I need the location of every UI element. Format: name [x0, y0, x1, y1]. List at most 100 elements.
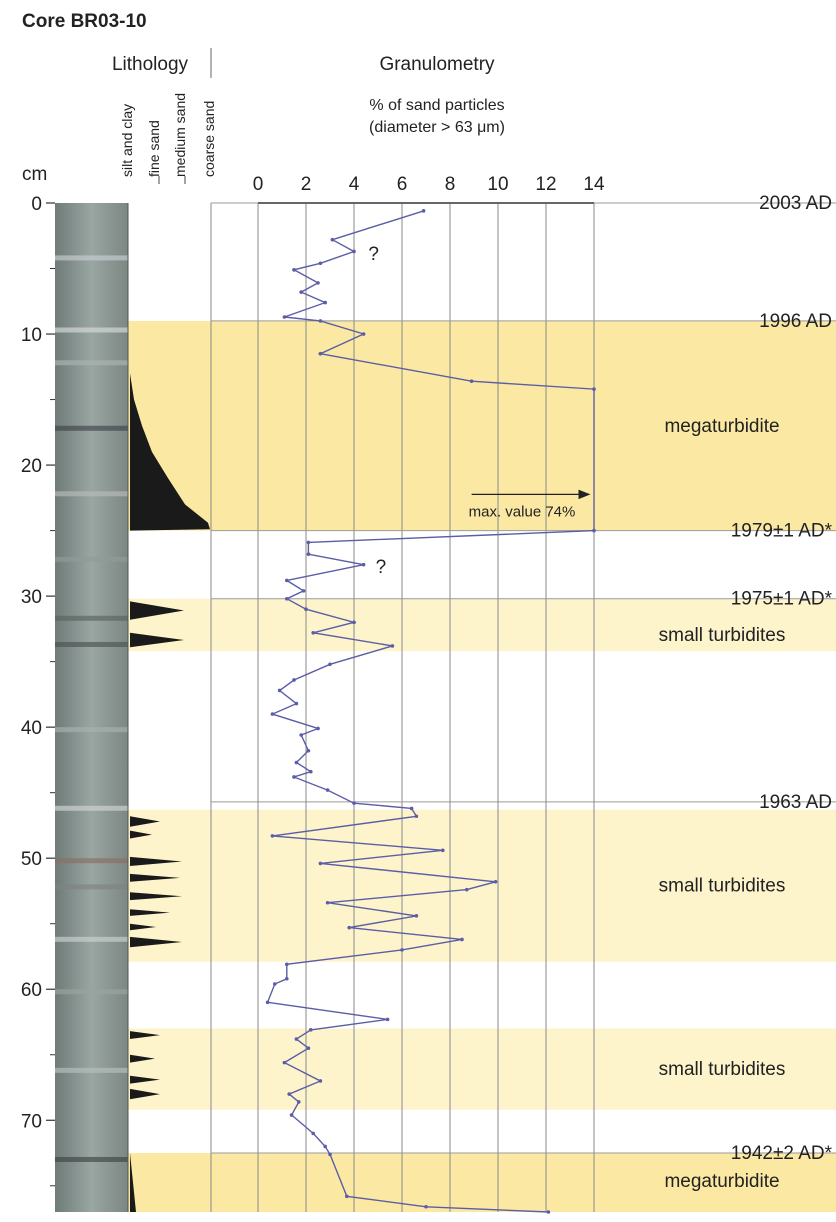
event-layers: megaturbidite small turbidites small turbi…: [128, 320, 836, 1212]
y-tick-label: 10: [21, 325, 42, 346]
data-point: [287, 1092, 292, 1096]
date-label: 1975±1 AD*: [731, 589, 833, 610]
lithology-sand-layer: [130, 909, 170, 916]
y-tick-label: 60: [21, 980, 42, 1001]
data-point: [285, 596, 289, 601]
core-stripe: [55, 425, 128, 431]
data-point: [316, 281, 320, 285]
core-stripe: [55, 327, 128, 333]
event-layer-label: small turbidites: [659, 1059, 786, 1080]
data-point: [318, 261, 323, 266]
data-point: [309, 769, 313, 774]
date-label: 2003 AD: [759, 193, 832, 214]
lithology-sand-layer: [130, 936, 182, 948]
data-point: [323, 1144, 328, 1149]
data-point: [325, 900, 330, 905]
data-point: [400, 948, 404, 952]
lithology-sand-layer: [130, 1075, 160, 1084]
x-tick-label: 8: [445, 174, 456, 195]
x-tick-label: 4: [349, 174, 360, 195]
lithology-sand-layer: [130, 923, 156, 931]
core-stripe: [55, 1067, 128, 1073]
y-tick-label: 50: [21, 849, 42, 870]
event-layer-band: [128, 1153, 836, 1212]
data-point: [361, 332, 366, 336]
data-point: [306, 540, 311, 545]
data-point: [294, 1037, 299, 1041]
lithology-sand-layer: [130, 856, 182, 867]
data-point: [311, 631, 316, 635]
data-point: [299, 290, 304, 294]
data-point: [323, 300, 328, 305]
data-point: [330, 237, 335, 242]
data-point: [306, 748, 311, 753]
data-point: [292, 678, 296, 682]
data-point: [318, 351, 323, 356]
data-point: [328, 1152, 332, 1157]
core-stripe: [55, 884, 128, 890]
x-axis-label-line2: (diameter > 63 μm): [369, 119, 505, 136]
data-point: [297, 1100, 301, 1104]
y-tick-label: 40: [21, 718, 42, 739]
core-stripe: [55, 858, 128, 864]
data-point: [265, 1000, 270, 1005]
data-point: [409, 806, 414, 811]
data-point: [318, 1079, 323, 1083]
data-point: [270, 834, 275, 838]
data-point: [352, 620, 356, 625]
core-stripe: [55, 491, 128, 497]
data-point: [285, 976, 289, 981]
data-point: [304, 607, 308, 612]
lithology-sand-layer: [130, 873, 180, 882]
lithology-sand-layer: [130, 830, 152, 839]
data-point: [282, 1060, 287, 1065]
data-point: [546, 1210, 551, 1214]
core-stripe: [55, 556, 128, 562]
lithology-sand-layer: [130, 601, 184, 620]
data-point: [273, 982, 277, 986]
data-point: [414, 814, 419, 819]
y-axis-label: cm: [22, 164, 47, 185]
date-markers: 2003 AD 1996 AD 1979±1 AD* 1975±1 AD* 1963 A…: [211, 193, 836, 1164]
core-stripe: [55, 615, 128, 621]
core-background: [55, 203, 128, 1212]
data-point: [301, 589, 306, 593]
lithology-sand-layer: [130, 892, 182, 901]
data-point: [270, 712, 275, 716]
data-point: [493, 879, 498, 884]
y-tick-label: 30: [21, 587, 42, 608]
lithology-sand-layer: [130, 816, 160, 827]
data-point: [306, 552, 311, 556]
data-point: [361, 562, 366, 567]
data-point: [592, 528, 596, 533]
date-label: 1979±1 AD*: [731, 521, 833, 542]
data-point: [318, 319, 323, 323]
x-tick-label: 10: [487, 174, 508, 195]
data-point: [292, 775, 296, 779]
data-point: [469, 379, 474, 384]
core-stripe: [55, 360, 128, 366]
core-stripe: [55, 641, 128, 647]
lithology-sand-layer: [130, 1088, 160, 1100]
data-point: [328, 662, 332, 667]
data-point: [316, 726, 320, 731]
event-layer-band: [128, 320, 836, 531]
event-layer-label: small turbidites: [659, 625, 786, 646]
core-stripe: [55, 805, 128, 811]
data-point: [465, 887, 469, 892]
data-point: [352, 801, 356, 805]
core-stripe: [55, 989, 128, 995]
x-tick-label: 12: [535, 174, 556, 195]
y-tick-label: 70: [21, 1111, 42, 1132]
x-tick-label: 2: [301, 174, 312, 195]
data-point: [282, 315, 287, 319]
lithology-profile: silt and clay fine sand medium sand coarse …: [119, 48, 217, 1212]
event-layer-band: [128, 598, 836, 652]
x-tick-label: 0: [253, 174, 264, 195]
core-stripe: [55, 1156, 128, 1162]
lithology-megaturbidite-shape: [130, 373, 210, 531]
event-layer-label: megaturbidite: [664, 416, 779, 437]
grain-size-class-label: coarse sand: [201, 101, 217, 177]
lithology-sand-layer: [130, 632, 184, 648]
